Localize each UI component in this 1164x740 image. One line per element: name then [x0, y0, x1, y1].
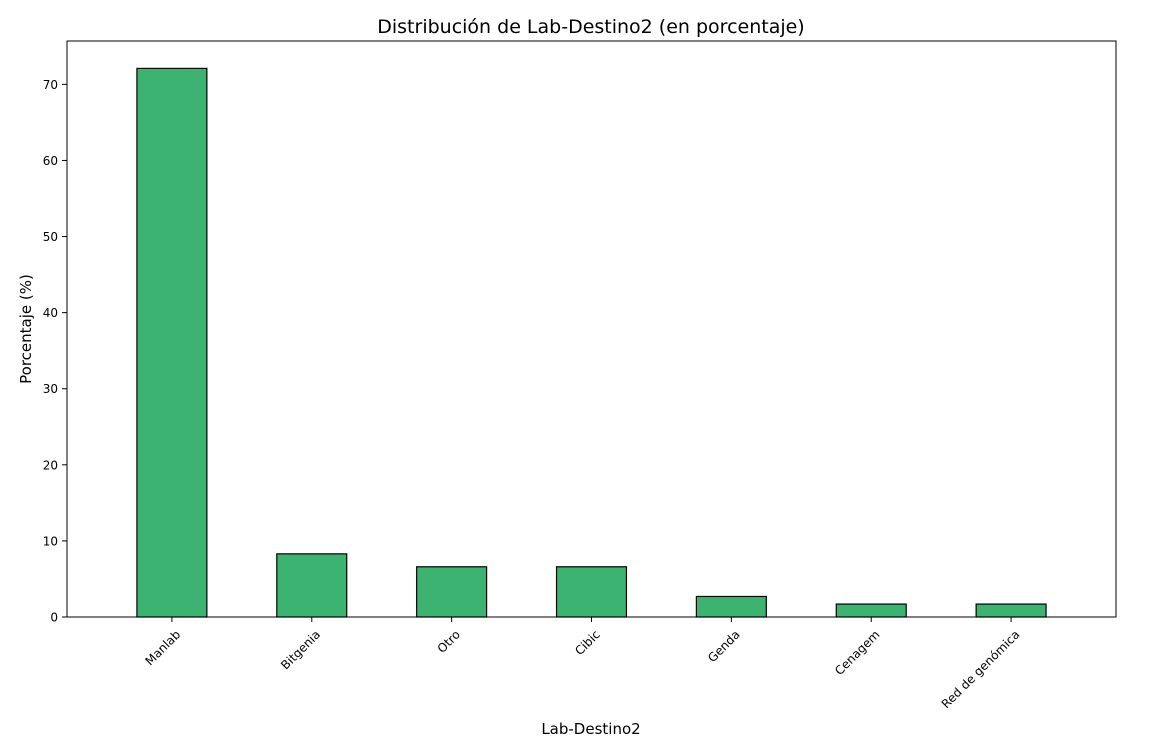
x-tick-label-bitgenia: Bitgenia — [278, 627, 323, 672]
x-axis: Manlab Bitgenia Otro Cibic Genda Cenagem Red d… — [142, 617, 1022, 711]
x-tick-label-genda: Genda — [705, 627, 743, 665]
x-tick-label-cibic: Cibic — [572, 627, 603, 658]
plot-area-frame — [66, 40, 1117, 618]
bar-red-de-genomica — [975, 603, 1047, 618]
bar-cenagem — [835, 603, 907, 618]
x-tick-label-otro: Otro — [435, 627, 463, 655]
bars-group — [136, 67, 1047, 618]
y-tick-label-10: 10 — [43, 534, 58, 548]
y-axis-title: Porcentaje (%) — [17, 274, 35, 384]
chart-title: Distribución de Lab-Destino2 (en porcent… — [377, 16, 804, 38]
y-axis: 0 10 20 30 40 50 60 70 — [43, 78, 67, 625]
bar-otro — [416, 566, 488, 618]
bar-genda — [695, 595, 767, 618]
x-axis-title: Lab-Destino2 — [541, 720, 640, 738]
y-tick-label-70: 70 — [43, 78, 58, 92]
x-tick-label-red-de-genomica: Red de genómica — [939, 627, 1023, 711]
y-tick-label-40: 40 — [43, 306, 58, 320]
y-tick-label-60: 60 — [43, 154, 58, 168]
bar-manlab — [136, 67, 208, 618]
bar-cibic — [555, 566, 628, 618]
bar-bitgenia — [276, 553, 348, 618]
y-tick-label-20: 20 — [43, 458, 58, 472]
x-tick-label-cenagem: Cenagem — [832, 627, 883, 678]
y-tick-label-30: 30 — [43, 382, 58, 396]
y-tick-label-0: 0 — [50, 611, 58, 625]
y-tick-label-50: 50 — [43, 230, 58, 244]
x-tick-label-manlab: Manlab — [142, 627, 183, 668]
